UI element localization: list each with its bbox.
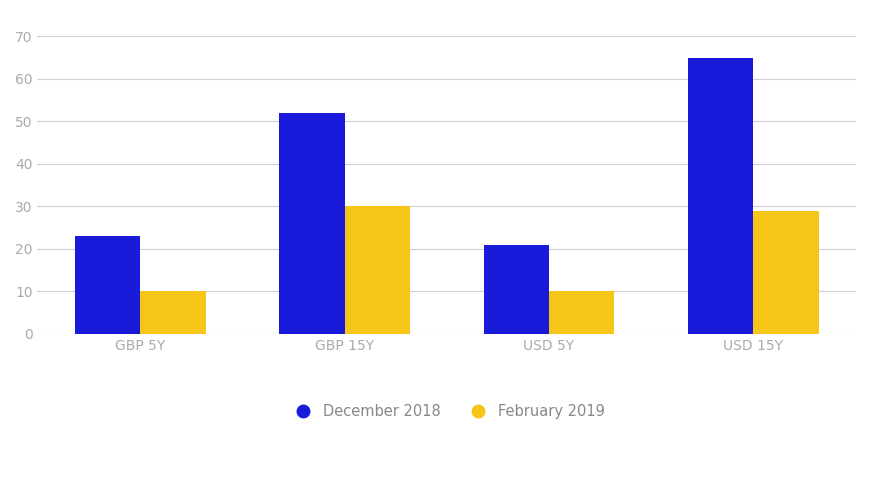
Bar [345,206,410,334]
Bar [140,292,206,334]
Bar [549,292,614,334]
Bar [688,57,753,334]
Bar [75,236,140,334]
Bar [279,113,345,334]
Bar [483,245,549,334]
Legend: December 2018, February 2019: December 2018, February 2019 [283,399,611,425]
Bar [753,211,819,334]
